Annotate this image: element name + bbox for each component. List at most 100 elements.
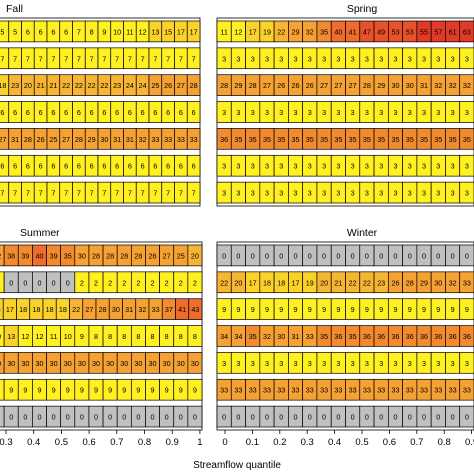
heatmap-cell	[459, 244, 474, 267]
cell-label: 0	[379, 413, 383, 422]
cell-label: 26	[391, 278, 399, 287]
cell-label: 3	[365, 189, 369, 198]
cell-label: 27	[263, 81, 271, 90]
cell-label: 9	[165, 386, 169, 395]
x-tick-label: 0.4	[27, 437, 40, 448]
cell-label: 9	[351, 305, 355, 314]
cell-label: 3	[365, 108, 369, 117]
cell-label: 26	[277, 81, 285, 90]
cell-label: 9	[193, 386, 197, 395]
cell-label: 3	[322, 189, 326, 198]
cell-label: 0	[422, 413, 426, 422]
cell-label: 3	[465, 189, 469, 198]
panel-winter: 0 0 0 0 0 0 0 0 0 0 0 0 0 0 0 0 0 0 22 20 17 18 18 17 19 20 21 22 22…	[216, 227, 474, 448]
cell-label: 9	[308, 305, 312, 314]
heatmap-cell	[187, 244, 203, 267]
cell-label: 40	[35, 251, 43, 260]
cell-label: 3	[336, 108, 340, 117]
cell-label: 23	[377, 278, 385, 287]
cell-label: 9	[108, 386, 112, 395]
cell-label: 0	[151, 413, 155, 422]
cell-label: 3	[351, 54, 355, 63]
cell-label: 30	[277, 332, 285, 341]
cell-label: 3	[222, 189, 226, 198]
cell-label: 0	[294, 251, 298, 260]
panel-title: Winter	[347, 227, 378, 239]
cell-label: 33	[190, 135, 198, 144]
heatmap-cell	[186, 20, 201, 43]
cell-label: 31	[113, 135, 121, 144]
cell-label: 33	[434, 386, 442, 395]
cell-label: 3	[251, 108, 255, 117]
cell-label: 9	[66, 386, 70, 395]
cell-label: 27	[62, 135, 70, 144]
cell-label: 30	[391, 81, 399, 90]
cell-label: 47	[363, 27, 371, 36]
cell-label: 3	[436, 189, 440, 198]
cell-label: 36	[434, 332, 442, 341]
cell-label: 27	[349, 81, 357, 90]
x-tick-label: 0.3	[0, 437, 13, 448]
cell-label: 3	[422, 108, 426, 117]
cell-label: 40	[334, 27, 342, 36]
cell-label: 12	[21, 332, 29, 341]
cell-label: 3	[351, 108, 355, 117]
cell-label: 7	[166, 54, 170, 63]
cell-label: 7	[51, 54, 55, 63]
cell-label: 29	[377, 81, 385, 90]
cell-label: 9	[102, 27, 106, 36]
heatmap-cell	[459, 352, 474, 374]
cell-label: 17	[249, 27, 257, 36]
cell-label: 22	[277, 27, 285, 36]
cell-label: 3	[451, 108, 455, 117]
cell-label: 3	[251, 54, 255, 63]
cell-label: 26	[149, 251, 157, 260]
cell-label: 0	[66, 413, 70, 422]
cell-label: 9	[94, 386, 98, 395]
cell-label: 0	[465, 251, 469, 260]
cell-label: 7	[77, 27, 81, 36]
cell-label: 9	[322, 305, 326, 314]
cell-label: 3	[393, 54, 397, 63]
cell-label: 3	[322, 108, 326, 117]
cell-label: 22	[100, 81, 108, 90]
cell-label: 33	[306, 332, 314, 341]
cell-label: 30	[163, 359, 171, 368]
cell-label: 9	[80, 332, 84, 341]
x-tick-label: 0.9	[166, 437, 179, 448]
cell-label: 38	[7, 251, 15, 260]
x-tick-label: 0.2	[273, 437, 286, 448]
cell-label: 6	[0, 108, 4, 117]
cell-label: 35	[249, 332, 257, 341]
cell-label: 6	[128, 108, 132, 117]
cell-label: 23	[113, 81, 121, 90]
cell-label: 35	[406, 135, 414, 144]
cell-label: 0	[222, 251, 226, 260]
cell-label: 3	[251, 359, 255, 368]
cell-label: 3	[294, 54, 298, 63]
cell-label: 3	[236, 108, 240, 117]
cell-label: 7	[141, 54, 145, 63]
cell-label: 20	[234, 278, 242, 287]
heatmap-cell	[187, 378, 203, 401]
cell-label: 33	[463, 386, 471, 395]
x-tick-label: 0.6	[82, 437, 95, 448]
cell-label: 6	[26, 108, 30, 117]
cell-label: 2	[179, 278, 183, 287]
cell-label: 3	[236, 162, 240, 171]
cell-label: 31	[126, 135, 134, 144]
cell-label: 30	[134, 359, 142, 368]
cell-label: 6	[39, 162, 43, 171]
cell-label: 0	[122, 413, 126, 422]
cell-label: 36	[334, 332, 342, 341]
cell-label: 35	[64, 251, 72, 260]
cell-label: 3	[322, 359, 326, 368]
cell-label: 35	[320, 135, 328, 144]
cell-label: 2	[122, 278, 126, 287]
cell-label: 32	[306, 27, 314, 36]
cell-label: 28	[363, 81, 371, 90]
cell-label: 30	[92, 359, 100, 368]
cell-label: 9	[336, 305, 340, 314]
cell-label: 55	[420, 27, 428, 36]
cell-label: 3	[308, 359, 312, 368]
